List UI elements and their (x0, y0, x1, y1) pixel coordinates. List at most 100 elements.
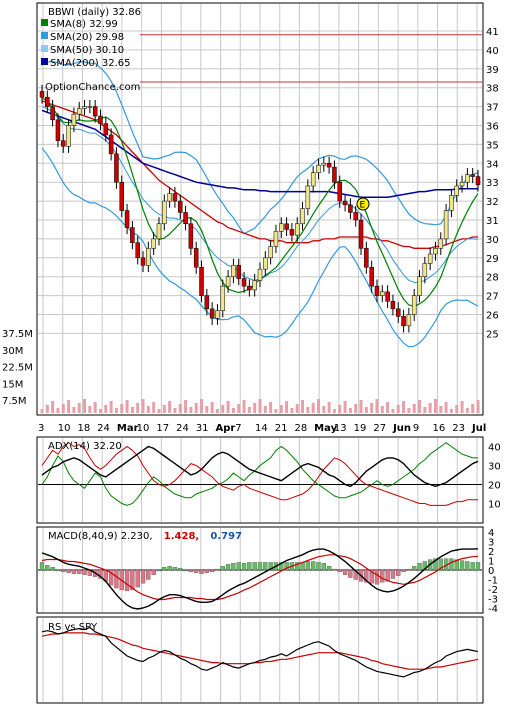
volume-bar (157, 409, 161, 413)
macd-histogram-bar (188, 569, 194, 573)
candle-up (465, 174, 470, 183)
price-tick-label: 27 (486, 292, 499, 303)
candle-down (475, 176, 481, 186)
candle-down (135, 242, 140, 259)
candle-up (411, 295, 417, 315)
macd-histogram-bar (449, 558, 454, 571)
volume-bar (370, 403, 374, 413)
candle-down (177, 200, 183, 213)
volume-bar (322, 406, 326, 413)
volume-bar (67, 400, 71, 413)
macd-histogram-bar (385, 569, 390, 582)
candle-up (66, 125, 71, 147)
macd-histogram-bar (61, 569, 66, 573)
bollinger-bands (41, 60, 479, 348)
resistance-lines (140, 34, 482, 83)
candle-up (310, 172, 316, 187)
volume-bar (152, 402, 156, 413)
x-axis-label: 27 (373, 423, 386, 434)
volume-bar (221, 405, 225, 413)
macd-tick-label: -4 (488, 604, 498, 615)
candle-down (130, 227, 135, 243)
candle-up (438, 238, 444, 249)
volume-bars (40, 399, 480, 413)
macd-histogram-bar (268, 562, 273, 571)
volume-bar (332, 409, 336, 413)
macd-histogram-bar (204, 569, 209, 573)
adx-line (41, 445, 479, 488)
volume-bar (45, 405, 49, 413)
macd-histogram-bar (194, 569, 199, 573)
x-axis-label: 14 (255, 423, 268, 434)
macd-histogram-bar (380, 569, 385, 583)
volume-bar (77, 403, 81, 413)
macd-histogram-bar (257, 562, 263, 571)
macd-histogram-bar (279, 562, 284, 571)
macd-histogram-bar (311, 561, 316, 571)
volume-bar (279, 405, 283, 413)
adx-grid (38, 438, 482, 522)
volume-bar (141, 399, 145, 413)
sma50-line (41, 100, 478, 249)
macd-histogram-bar (284, 562, 289, 571)
earnings-marker-icon[interactable] (356, 197, 370, 211)
x-axis-label: 16 (433, 423, 446, 434)
volume-bar (285, 401, 289, 413)
macd-histogram-bar (406, 568, 412, 571)
upper-band-line (41, 60, 479, 235)
candle-down (103, 123, 109, 136)
volume-bar (343, 401, 347, 413)
macd-histogram-bar (45, 565, 50, 571)
volume-bar (205, 406, 209, 413)
candle-up (417, 276, 422, 296)
macd-value-blue: 0.797 (210, 531, 242, 542)
macd-histogram-bar (295, 562, 300, 571)
x-axis-label: 10 (137, 423, 150, 434)
volume-bar (428, 403, 432, 413)
macd-histogram-bar (114, 569, 119, 589)
volume-bar (412, 404, 416, 413)
macd-lines (41, 548, 479, 610)
adx-lines (41, 442, 479, 506)
chart-title: BBWI (daily) 32.86 (48, 7, 141, 18)
candle-down (369, 267, 374, 287)
price-grid (38, 4, 482, 414)
volume-tick-label: 37.5M (2, 329, 33, 340)
macd-histogram-bar (247, 562, 252, 571)
price-tick-label: 28 (486, 273, 499, 284)
candle-up (443, 210, 449, 240)
volume-bar (51, 401, 55, 413)
macd-line (41, 548, 479, 610)
candle-up (146, 248, 151, 266)
candle-down (247, 285, 252, 291)
macd-signal-line (41, 554, 479, 601)
candle-up (268, 246, 273, 259)
candle-up (252, 280, 257, 291)
x-axis-label: 13 (334, 423, 347, 434)
price-axis-ticks: 41 40 39 38 37 36 35 34 33 32 31 30 29 28 27 26 25 (486, 27, 499, 340)
macd-histogram-bar (396, 569, 401, 576)
volume-bar (455, 405, 459, 413)
candle-down (204, 295, 210, 310)
candle-down (342, 200, 348, 206)
macd-tick-label: -2 (488, 585, 498, 596)
macd-histogram-bar (364, 569, 369, 583)
macd-tick-label: 2 (488, 547, 494, 558)
rs-lines (41, 626, 479, 678)
macd-histogram-bar (470, 562, 475, 571)
volume-bar (359, 400, 363, 413)
macd-histogram-bar (417, 563, 422, 571)
volume-bar (418, 400, 422, 413)
macd-histogram-bar (162, 567, 167, 571)
candle-down (326, 163, 332, 168)
macd-histogram-bar (475, 562, 481, 571)
volume-bar (210, 402, 214, 413)
candle-down (284, 223, 289, 230)
volume-bar (444, 402, 448, 413)
candle-up (279, 223, 284, 232)
candle-down (395, 308, 401, 317)
candle-down (199, 267, 204, 296)
x-axis-label: Apr (216, 423, 236, 434)
volume-bar (471, 404, 475, 413)
